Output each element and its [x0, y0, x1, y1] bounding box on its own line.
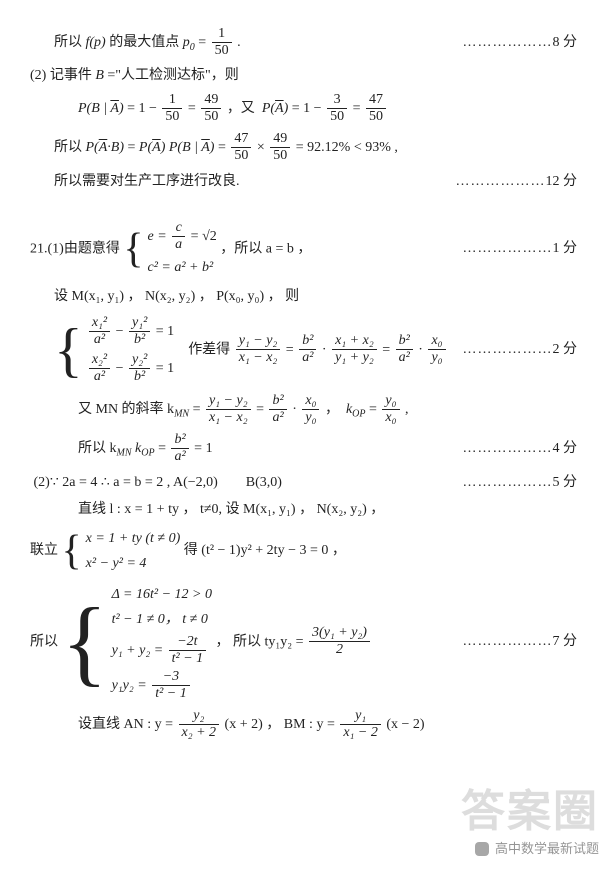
q21-lianli: 联立 { x = 1 + ty (t ≠ 0) x² − y² = 4 得 (t… — [30, 526, 577, 576]
q20-prob-line: P(B | A) = 1 − 150 = 4950 ，又 P(A) = 1 − … — [30, 92, 577, 125]
frac-47-50b: 4750 — [231, 131, 251, 164]
eq: = — [198, 35, 206, 50]
q21-sys4-row: 所以 { Δ = 16t² − 12 > 0 t² − 1 ≠ 0， t ≠ 0… — [30, 582, 577, 702]
wechat-icon — [475, 842, 489, 856]
q20-conclusion: 所以需要对生产工序进行改良. ………………12 分 — [30, 171, 577, 192]
q21-product-line: 所以 kMN kOP = b²a² = 1 ………………4 分 — [30, 432, 577, 465]
score-8: ………………8 分 — [451, 32, 578, 53]
frac-49-50b: 4950 — [270, 131, 290, 164]
watermark-small: 高中数学最新试题 — [461, 839, 599, 859]
exam-solution-page: 所以 f(p) 的最大值点 p0 = 1 50 . ………………8 分 (2) … — [0, 0, 607, 870]
frac-1-50b: 150 — [162, 92, 182, 125]
score-5: ………………5 分 — [451, 472, 578, 493]
score-4: ………………4 分 — [451, 438, 578, 459]
q20-prod-line: 所以 P(A·B) = P(A) P(B | A) = 4750 × 4950 … — [30, 131, 577, 164]
q21-slope-line: 又 MN 的斜率 kMN = y₁ − y₂x₁ − x₂ = b²a² · x… — [30, 393, 577, 426]
q21-part1-head: 21.(1)由题意得 { e = ca = √2 c² = a² + b² ，所… — [30, 218, 577, 280]
system-1: { e = ca = √2 c² = a² + b² — [123, 218, 216, 280]
system-3: { x = 1 + ty (t ≠ 0) x² − y² = 4 — [62, 526, 181, 576]
score-1: ………………1 分 — [451, 238, 578, 259]
score-2: ………………2 分 — [451, 339, 578, 360]
frac-3-50: 350 — [327, 92, 347, 125]
frac-1-50: 1 50 — [212, 26, 232, 59]
frac-47-50: 4750 — [366, 92, 386, 125]
score-12: ………………12 分 — [444, 171, 578, 192]
q21-sys2-row: { x₁²a² − y₁²b² = 1 x₂²a² − y₂²b² = 1 — [30, 313, 577, 387]
text: 所以 — [54, 35, 82, 50]
text: 的最大值点 — [109, 35, 179, 50]
q20-part2-head: (2) 记事件 B ="人工检测达标"，则 — [30, 65, 577, 86]
q21-part2-head: (2)∵ 2a = 4 ∴ a = b = 2 , A(−2,0) B(3,0)… — [30, 472, 577, 493]
watermark-big: 答案圈 — [461, 779, 599, 845]
q21-last-line: 设直线 AN : y = y₂x₂ + 2 (x + 2) ， BM : y =… — [30, 708, 577, 741]
fp: f(p) — [86, 35, 106, 50]
p0: p0 — [183, 35, 195, 50]
system-4: { Δ = 16t² − 12 > 0 t² − 1 ≠ 0， t ≠ 0 y₁… — [62, 582, 212, 702]
q21-set-points: 设 M(x₁, y₁) ， N(x₂, y₂) ， P(x₀, y₀) ， 则 — [30, 286, 577, 307]
watermark: 答案圈 高中数学最新试题 — [461, 779, 599, 859]
score-7: ………………7 分 — [451, 631, 578, 652]
q20-line-max-point: 所以 f(p) 的最大值点 p0 = 1 50 . ………………8 分 — [30, 26, 577, 59]
q21-line-l: 直线 l : x = 1 + ty ， t≠0, 设 M(x₁, y₁) ， N… — [30, 499, 577, 520]
system-2: { x₁²a² − y₁²b² = 1 x₂²a² − y₂²b² = 1 — [54, 313, 174, 387]
frac-49-50: 4950 — [201, 92, 221, 125]
